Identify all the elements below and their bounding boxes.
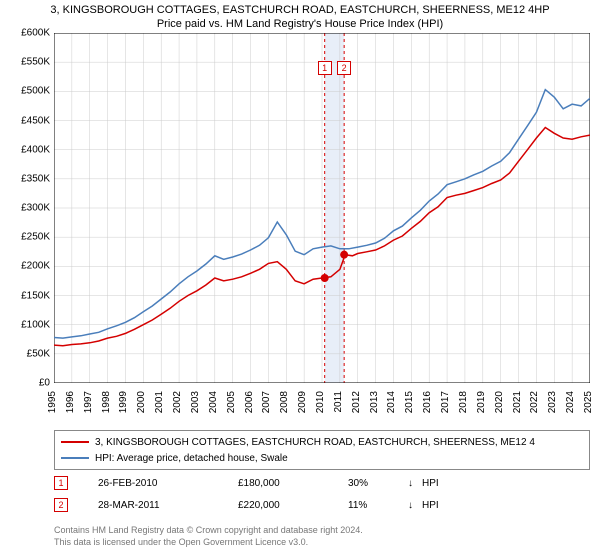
- y-axis-label: £400K: [21, 144, 50, 155]
- x-axis-label: 2002: [172, 391, 186, 413]
- x-axis-label: 1998: [101, 391, 115, 413]
- sale-marker-badge: 1: [318, 61, 332, 75]
- y-axis-label: £500K: [21, 86, 50, 97]
- y-axis-label: £100K: [21, 319, 50, 330]
- y-axis-label: £550K: [21, 57, 50, 68]
- legend-box: 3, KINGSBOROUGH COTTAGES, EASTCHURCH ROA…: [54, 430, 590, 470]
- x-axis-label: 1997: [83, 391, 97, 413]
- x-axis-label: 2017: [440, 391, 454, 413]
- x-axis-label: 2013: [369, 391, 383, 413]
- y-axis-label: £0: [39, 378, 50, 389]
- x-axis-label: 1999: [118, 391, 132, 413]
- x-axis-label: 2012: [351, 391, 365, 413]
- x-axis-label: 2009: [297, 391, 311, 413]
- x-axis-label: 2020: [494, 391, 508, 413]
- x-axis-label: 2014: [386, 391, 400, 413]
- x-axis-label: 2007: [261, 391, 275, 413]
- chart-svg: [54, 33, 590, 383]
- chart-title-line1: 3, KINGSBOROUGH COTTAGES, EASTCHURCH ROA…: [0, 3, 600, 17]
- chart-title-line2: Price paid vs. HM Land Registry's House …: [0, 17, 600, 31]
- footer-attribution: Contains HM Land Registry data © Crown c…: [54, 524, 590, 548]
- y-axis-label: £450K: [21, 115, 50, 126]
- hpi-label: HPI: [422, 478, 462, 489]
- x-axis-label: 1995: [47, 391, 61, 413]
- y-axis-label: £350K: [21, 173, 50, 184]
- sale-price: £220,000: [238, 500, 348, 511]
- x-axis-label: 2019: [476, 391, 490, 413]
- sale-data-row: 2 28-MAR-2011£220,00011%↓HPI: [54, 494, 590, 516]
- chart-area: £0 £50K £100K £150K £200K £250K £300K £350K £400…: [0, 31, 600, 421]
- x-axis-label: 2004: [208, 391, 222, 413]
- y-axis-label: £200K: [21, 261, 50, 272]
- sale-marker-badge: 1: [54, 476, 68, 490]
- x-axis-label: 2021: [512, 391, 526, 413]
- arrow-down-icon: ↓: [408, 478, 422, 489]
- y-axis-label: £150K: [21, 290, 50, 301]
- x-axis-label: 2000: [136, 391, 150, 413]
- sale-data-row: 1 26-FEB-2010£180,00030%↓HPI: [54, 472, 590, 494]
- chart-title-block: 3, KINGSBOROUGH COTTAGES, EASTCHURCH ROA…: [0, 0, 600, 31]
- legend-row: 3, KINGSBOROUGH COTTAGES, EASTCHURCH ROA…: [61, 434, 583, 450]
- footer-line1: Contains HM Land Registry data © Crown c…: [54, 524, 590, 536]
- sale-date: 28-MAR-2011: [98, 500, 238, 511]
- y-axis-label: £600K: [21, 28, 50, 39]
- x-axis-label: 2024: [565, 391, 579, 413]
- sale-price: £180,000: [238, 478, 348, 489]
- arrow-down-icon: ↓: [408, 500, 422, 511]
- sale-data-rows: 1 26-FEB-2010£180,00030%↓HPI 2 28-MAR-2011£…: [54, 472, 590, 516]
- legend-color-swatch: [61, 457, 89, 459]
- x-axis-label: 1996: [65, 391, 79, 413]
- sale-marker-badge: 2: [337, 61, 351, 75]
- x-axis-label: 2011: [333, 391, 347, 413]
- sale-pct: 30%: [348, 478, 408, 489]
- legend-label: 3, KINGSBOROUGH COTTAGES, EASTCHURCH ROA…: [95, 437, 535, 448]
- x-axis-label: 2003: [190, 391, 204, 413]
- x-axis-label: 2010: [315, 391, 329, 413]
- x-axis-label: 2018: [458, 391, 472, 413]
- legend-label: HPI: Average price, detached house, Swal…: [95, 453, 288, 464]
- x-axis-label: 2005: [226, 391, 240, 413]
- hpi-label: HPI: [422, 500, 462, 511]
- y-axis-label: £300K: [21, 203, 50, 214]
- y-axis-label: £250K: [21, 232, 50, 243]
- x-axis-label: 2001: [154, 391, 168, 413]
- x-axis-label: 2022: [529, 391, 543, 413]
- footer-line2: This data is licensed under the Open Gov…: [54, 536, 590, 548]
- x-axis-label: 2015: [404, 391, 418, 413]
- sale-date: 26-FEB-2010: [98, 478, 238, 489]
- x-axis-label: 2008: [279, 391, 293, 413]
- x-axis-label: 2025: [583, 391, 597, 413]
- legend-color-swatch: [61, 441, 89, 443]
- sale-pct: 11%: [348, 500, 408, 511]
- legend-row: HPI: Average price, detached house, Swal…: [61, 450, 583, 466]
- x-axis-label: 2023: [547, 391, 561, 413]
- x-axis-label: 2016: [422, 391, 436, 413]
- sale-marker-badge: 2: [54, 498, 68, 512]
- y-axis-label: £50K: [27, 348, 50, 359]
- x-axis-label: 2006: [244, 391, 258, 413]
